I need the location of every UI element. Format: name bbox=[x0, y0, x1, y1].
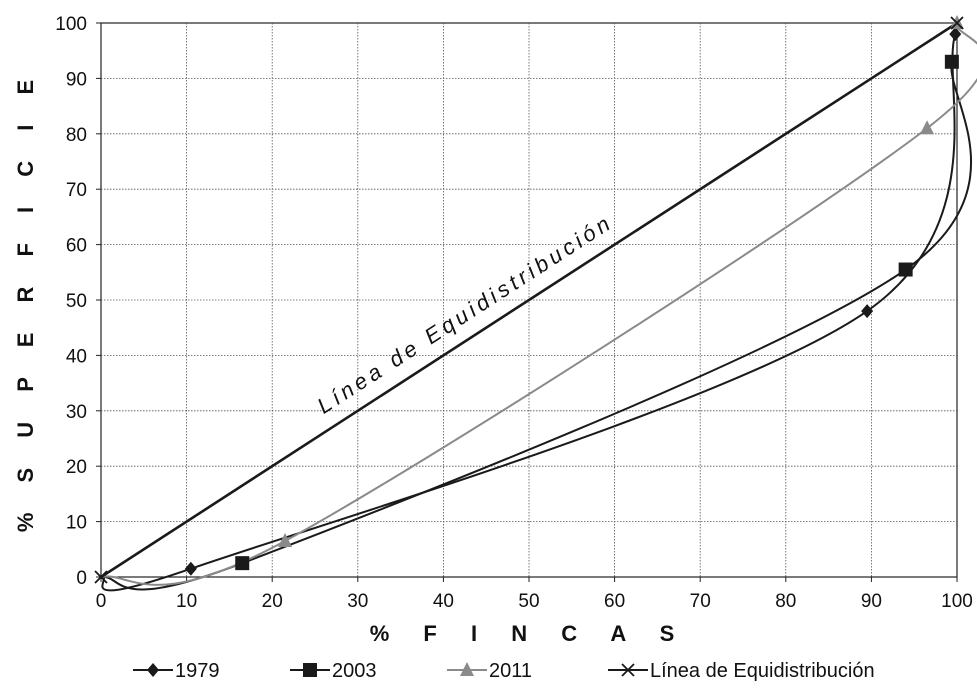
y-tick-label: 40 bbox=[66, 346, 87, 367]
data-point-1979 bbox=[949, 27, 962, 42]
y-tick-label: 70 bbox=[66, 180, 87, 201]
legend-label: 2003 bbox=[332, 660, 377, 682]
x-axis-title: % F I N C A S bbox=[370, 621, 689, 646]
y-tick-label: 20 bbox=[66, 457, 87, 478]
legend-marker bbox=[460, 662, 474, 676]
y-tick-label: 50 bbox=[66, 291, 87, 312]
legend-label: Línea de Equidistribución bbox=[650, 660, 875, 682]
x-tick-label: 90 bbox=[861, 591, 882, 612]
data-point-2011 bbox=[920, 120, 935, 135]
series-line-1979 bbox=[100, 33, 957, 592]
y-tick-label: 0 bbox=[76, 568, 87, 589]
legend-marker bbox=[303, 663, 317, 677]
series-line-2003 bbox=[100, 61, 973, 591]
series bbox=[100, 21, 977, 592]
axes: 0 10 20 30 40 50 60 70 80 90 100 0 10 20 30 40 50 60 70 80 9… bbox=[55, 14, 973, 612]
legend-label: 2011 bbox=[489, 660, 532, 682]
x-tick-label: 100 bbox=[941, 591, 973, 612]
markers bbox=[94, 15, 964, 584]
x-tick-label: 10 bbox=[176, 591, 197, 612]
y-axis-title: % S U P E R F I C I E bbox=[13, 68, 38, 532]
x-tick-label: 0 bbox=[96, 591, 107, 612]
x-tick-label: 40 bbox=[433, 591, 454, 612]
x-tick-label: 50 bbox=[518, 591, 539, 612]
data-point-2011 bbox=[278, 532, 293, 547]
legend-marker bbox=[147, 663, 159, 677]
legend-item-2003: 2003 bbox=[290, 660, 377, 682]
data-point-l-nea-de-equidistribuci-n bbox=[950, 16, 964, 30]
x-tick-label: 80 bbox=[775, 591, 796, 612]
x-tick-label: 60 bbox=[604, 591, 625, 612]
y-tick-label: 10 bbox=[66, 513, 87, 534]
y-tick-label: 80 bbox=[66, 125, 87, 146]
x-tick-label: 20 bbox=[262, 591, 283, 612]
data-point-2003 bbox=[235, 556, 250, 571]
x-tick-label: 70 bbox=[690, 591, 711, 612]
series-line-l-nea-de-equidistribuci-n bbox=[100, 21, 958, 579]
legend: 1979 2003 2011 Línea de Equidistribución bbox=[133, 660, 875, 682]
y-tick-label: 60 bbox=[66, 236, 87, 257]
data-point-1979 bbox=[861, 304, 874, 319]
legend-item-l-nea-de-equidistribuci-n: Línea de Equidistribución bbox=[608, 660, 875, 682]
legend-item-1979: 1979 bbox=[133, 660, 220, 682]
legend-marker bbox=[621, 663, 635, 677]
legend-label: 1979 bbox=[175, 660, 220, 682]
data-point-2003 bbox=[898, 262, 913, 277]
y-tick-label: 30 bbox=[66, 402, 87, 423]
data-point-1979 bbox=[184, 561, 197, 576]
equidistribution-annotation: Línea de Equidistribución bbox=[313, 209, 618, 419]
data-point-l-nea-de-equidistribuci-n bbox=[94, 570, 108, 584]
x-tick-label: 30 bbox=[347, 591, 368, 612]
series-line-2011 bbox=[100, 22, 977, 586]
y-tick-label: 90 bbox=[66, 69, 87, 90]
legend-item-2011: 2011 bbox=[447, 660, 532, 682]
data-point-2003 bbox=[944, 54, 959, 69]
y-tick-label: 100 bbox=[55, 14, 87, 35]
